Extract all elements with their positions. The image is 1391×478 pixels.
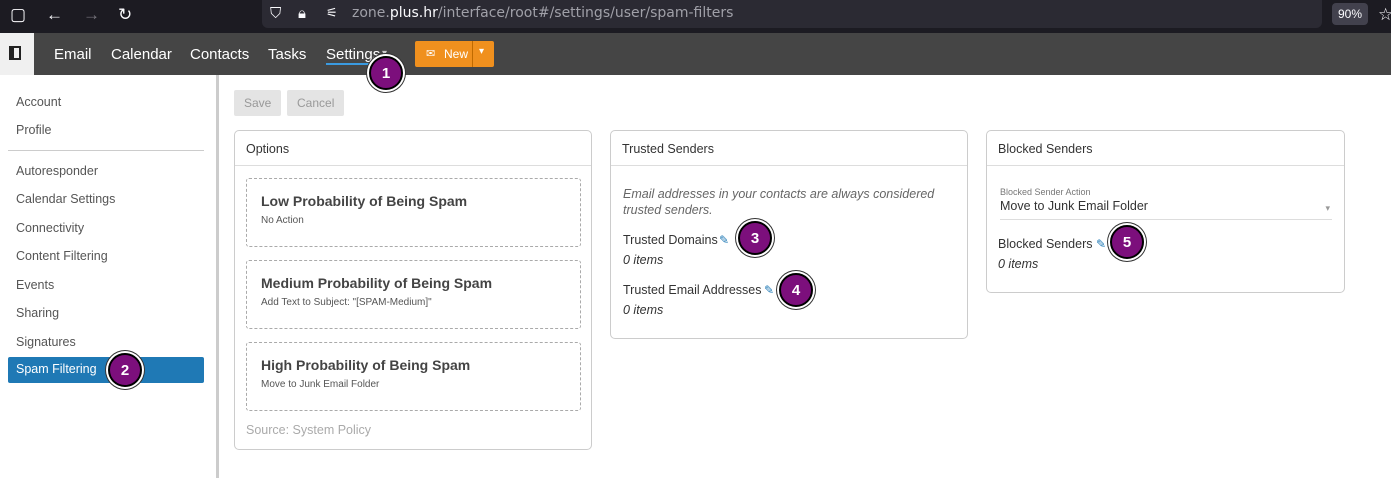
sidebar-toggle-icon[interactable]: ▢ [10,5,27,24]
reload-icon[interactable]: ↻ [118,5,133,24]
sidebar-item-spam-filtering[interactable]: Spam Filtering [8,357,204,383]
sidebar-item-events[interactable]: Events [16,278,55,292]
save-button[interactable]: Save [234,90,282,116]
new-label: New [444,47,469,61]
shield-icon[interactable]: ⛉ [270,5,282,22]
url-bar[interactable] [262,0,1322,28]
divider [472,41,473,67]
annotation-badge: 1 [369,56,403,90]
sidebar-item-calendar-settings[interactable]: Calendar Settings [16,192,116,206]
options-title: Options [235,131,591,166]
options-panel: Options Low Probability of Being Spam No … [234,130,592,450]
nav-settings[interactable]: Settings [326,46,381,65]
new-dropdown-icon[interactable]: ▾ [479,46,485,57]
envelope-icon: ✉ [426,48,436,60]
nav-email[interactable]: Email [54,46,92,63]
bookmark-star-icon[interactable]: ☆ [1378,5,1391,24]
blocked-title: Blocked Senders [987,131,1344,166]
option-action: No Action [261,215,304,226]
blocked-senders-label: Blocked Senders [998,237,1093,251]
url-text[interactable]: zone.plus.hr/interface/root#/settings/us… [352,5,734,21]
permissions-icon[interactable]: ⚟ [326,5,338,20]
panel-icon [9,46,21,60]
annotation-badge: 2 [108,353,142,387]
cancel-button[interactable]: Cancel [287,90,345,116]
option-title: High Probability of Being Spam [261,357,471,373]
back-icon[interactable]: ← [46,5,63,24]
new-button[interactable]: ✉ New ▾ [415,41,494,67]
trusted-emails-label: Trusted Email Addresses [623,283,762,297]
option-title: Medium Probability of Being Spam [261,275,493,291]
chevron-down-icon: ▾ [1325,203,1330,213]
trusted-senders-panel: Trusted Senders Email addresses in your … [610,130,968,339]
nav-contacts[interactable]: Contacts [190,46,250,63]
option-action: Move to Junk Email Folder [261,379,380,390]
annotation-badge: 4 [779,273,813,307]
sidebar-item-content-filtering[interactable]: Content Filtering [16,249,108,263]
panel-toggle[interactable] [0,33,34,75]
app-nav [0,33,1391,75]
edit-blocked-senders-icon[interactable]: ✎ [1096,237,1107,251]
edit-trusted-domains-icon[interactable]: ✎ [719,233,730,247]
annotation-badge: 3 [738,221,772,255]
blocked-senders-count: 0 items [998,257,1039,271]
sidebar-item-sharing[interactable]: Sharing [16,306,60,320]
source-text: Source: System Policy [246,423,372,437]
blocked-action-label: Blocked Sender Action [1000,187,1091,197]
edit-trusted-emails-icon[interactable]: ✎ [764,283,775,297]
option-medium[interactable]: Medium Probability of Being Spam Add Text… [246,260,581,329]
sidebar-item-connectivity[interactable]: Connectivity [16,221,85,235]
nav-tasks[interactable]: Tasks [268,46,307,63]
zoom-level[interactable]: 90% [1332,3,1369,25]
settings-dropdown-icon[interactable]: ▾ [382,48,388,59]
trusted-domains-label: Trusted Domains [623,233,718,247]
blocked-action-value: Move to Junk Email Folder [1000,199,1148,213]
sidebar-divider[interactable] [216,75,219,478]
divider [8,150,204,151]
option-title: Low Probability of Being Spam [261,193,468,209]
trusted-note: Email addresses in your contacts are alw… [623,187,935,217]
sidebar-item-profile[interactable]: Profile [16,123,52,137]
forward-icon[interactable]: → [83,5,100,24]
trusted-domains-count: 0 items [623,253,664,267]
sidebar-item-signatures[interactable]: Signatures [16,335,76,349]
blocked-action-select[interactable]: Blocked Sender Action Move to Junk Email… [1000,187,1332,220]
nav-calendar[interactable]: Calendar [111,46,172,63]
option-action: Add Text to Subject: "[SPAM-Medium]" [261,297,432,308]
trusted-title: Trusted Senders [611,131,967,166]
annotation-badge: 5 [1110,225,1144,259]
sidebar-item-autoresponder[interactable]: Autoresponder [16,164,99,178]
sidebar-item-account[interactable]: Account [16,95,62,109]
blocked-senders-panel: Blocked Senders Blocked Sender Action Mo… [986,130,1345,293]
trusted-emails-count: 0 items [623,303,664,317]
option-low[interactable]: Low Probability of Being Spam No Action [246,178,581,247]
option-high[interactable]: High Probability of Being Spam Move to Ju… [246,342,581,411]
lock-icon[interactable]: 🔒︎ [298,5,306,22]
